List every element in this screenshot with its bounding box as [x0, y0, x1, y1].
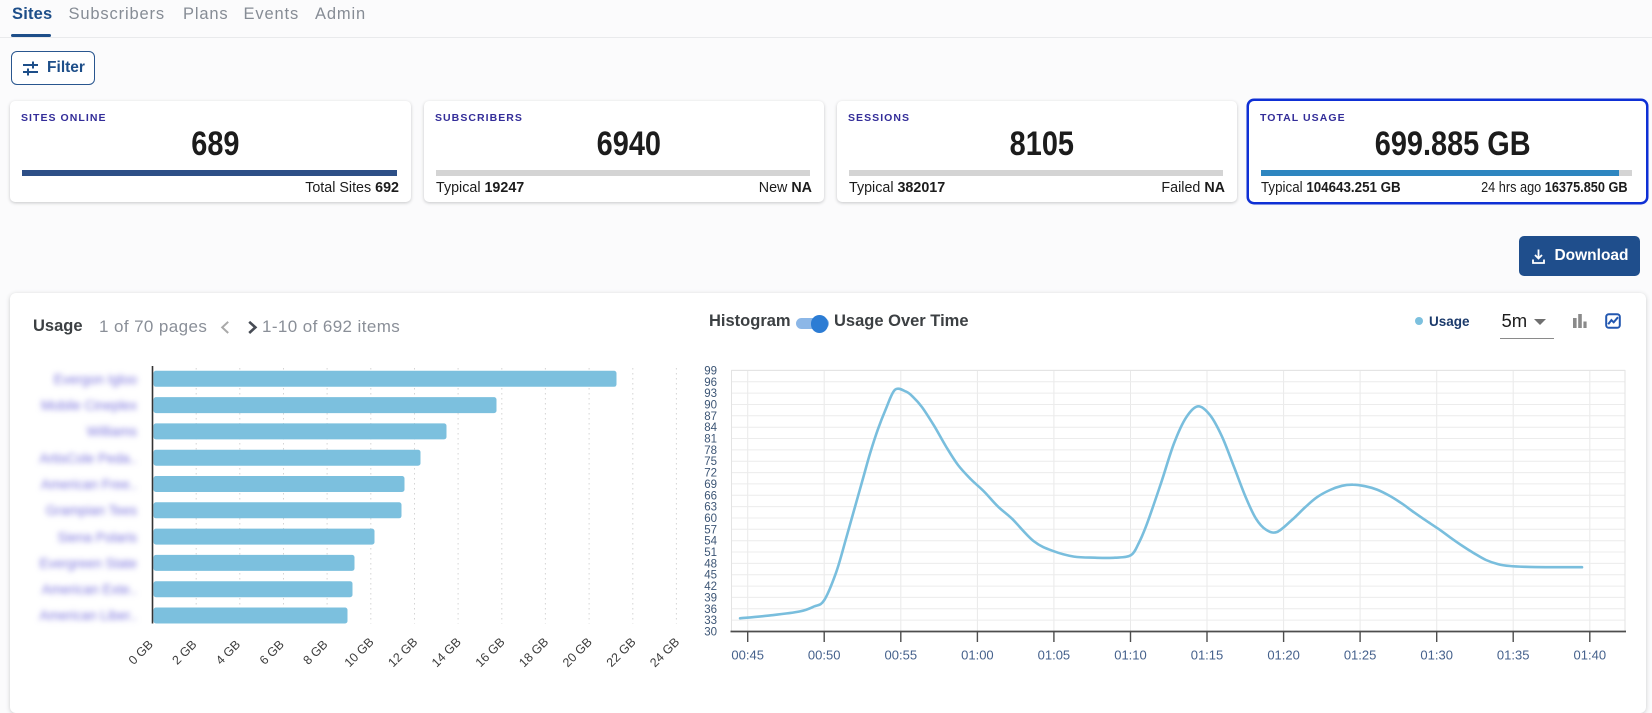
svg-text:81: 81: [704, 434, 717, 446]
svg-text:00:50: 00:50: [808, 648, 841, 663]
svg-text:30: 30: [704, 627, 717, 639]
svg-text:90: 90: [704, 400, 717, 412]
svg-text:36: 36: [704, 604, 717, 616]
svg-text:63: 63: [704, 502, 717, 514]
svg-text:39: 39: [704, 592, 717, 604]
svg-text:01:30: 01:30: [1420, 648, 1453, 663]
svg-text:01:00: 01:00: [961, 648, 994, 663]
svg-text:87: 87: [704, 411, 717, 423]
svg-text:01:15: 01:15: [1191, 648, 1224, 663]
svg-text:42: 42: [704, 581, 717, 593]
svg-text:99: 99: [704, 365, 717, 377]
svg-text:57: 57: [704, 524, 717, 536]
svg-text:01:25: 01:25: [1344, 648, 1377, 663]
svg-text:33: 33: [704, 615, 717, 627]
svg-text:96: 96: [704, 377, 717, 389]
svg-text:84: 84: [704, 422, 717, 434]
svg-text:00:45: 00:45: [731, 648, 764, 663]
svg-text:93: 93: [704, 388, 717, 400]
svg-text:01:40: 01:40: [1574, 648, 1607, 663]
svg-text:60: 60: [704, 513, 717, 525]
svg-text:69: 69: [704, 479, 717, 491]
svg-text:72: 72: [704, 468, 717, 480]
svg-text:78: 78: [704, 445, 717, 457]
svg-text:01:10: 01:10: [1114, 648, 1147, 663]
svg-text:75: 75: [704, 456, 717, 468]
svg-text:51: 51: [704, 547, 717, 559]
svg-text:48: 48: [704, 558, 717, 570]
svg-text:01:05: 01:05: [1038, 648, 1071, 663]
svg-text:00:55: 00:55: [885, 648, 918, 663]
svg-text:45: 45: [704, 570, 717, 582]
svg-text:66: 66: [704, 490, 717, 502]
svg-text:01:35: 01:35: [1497, 648, 1530, 663]
svg-text:54: 54: [704, 536, 717, 548]
svg-text:01:20: 01:20: [1267, 648, 1300, 663]
